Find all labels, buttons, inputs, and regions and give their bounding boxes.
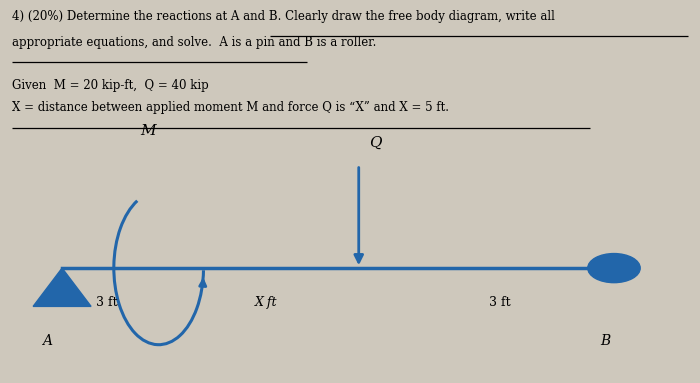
- Text: appropriate equations, and solve.  A is a pin and B is a roller.: appropriate equations, and solve. A is a…: [13, 36, 377, 49]
- Text: B: B: [601, 334, 611, 348]
- Text: M: M: [141, 124, 156, 138]
- Text: 4) (20%) Determine the reactions at A and B. Clearly draw the free body diagram,: 4) (20%) Determine the reactions at A an…: [13, 10, 555, 23]
- Polygon shape: [33, 268, 91, 306]
- Text: X ft: X ft: [254, 296, 276, 309]
- Text: Given  M = 20 kip-ft,  Q = 40 kip: Given M = 20 kip-ft, Q = 40 kip: [13, 79, 209, 92]
- Text: A: A: [42, 334, 52, 348]
- Text: 3 ft: 3 ft: [489, 296, 511, 309]
- Circle shape: [588, 254, 640, 283]
- Text: 3 ft: 3 ft: [96, 296, 118, 309]
- Text: X = distance between applied moment M and force Q is “X” and X = 5 ft.: X = distance between applied moment M an…: [13, 101, 449, 115]
- Text: Q: Q: [369, 135, 382, 149]
